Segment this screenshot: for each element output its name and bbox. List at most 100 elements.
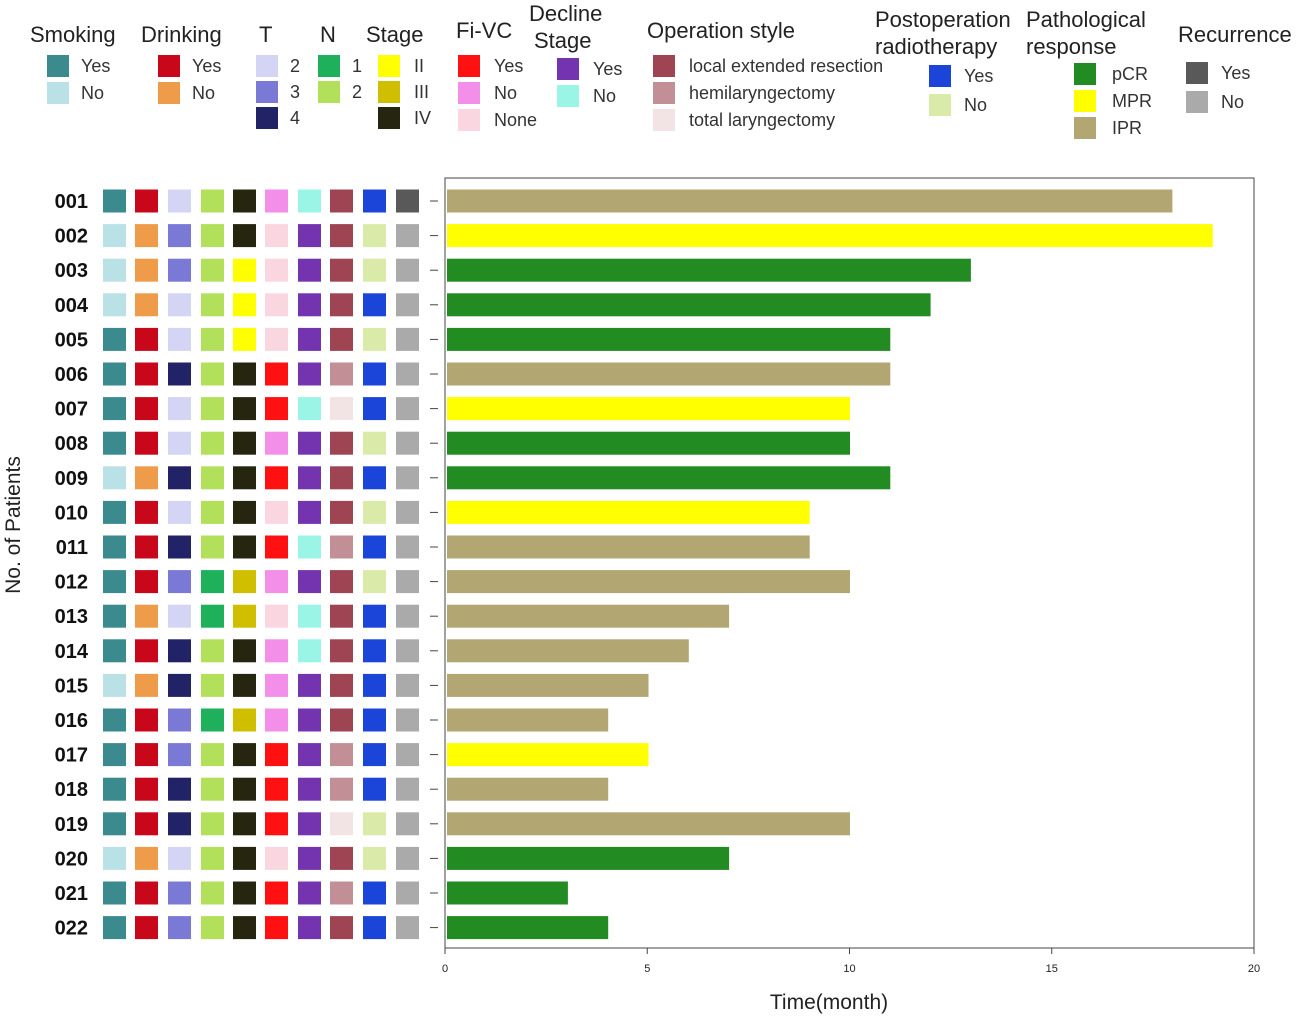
legend-swatch — [47, 82, 69, 104]
patient-label-003: 003 — [55, 260, 88, 282]
tile-018-stage — [233, 777, 256, 801]
patient-label-020: 020 — [55, 848, 88, 870]
legend-title-decline-stage: Decline Stage — [529, 1, 603, 53]
tile-019-decline-stage — [298, 812, 321, 836]
tile-002-smoking — [103, 224, 126, 248]
tile-003-operation-style — [330, 258, 353, 282]
legend-title-postoperation-radiotherapy: Postoperation radiotherapy — [875, 7, 1011, 59]
tile-022-postoperation-radiotherapy — [363, 916, 386, 940]
tile-014-stage — [233, 639, 256, 663]
legend-swatch — [1186, 62, 1208, 84]
tile-010-fi-vc — [265, 500, 288, 524]
legend-label: No — [1221, 92, 1245, 112]
tile-020-postoperation-radiotherapy — [363, 846, 386, 870]
patient-label-007: 007 — [55, 399, 88, 421]
tile-018-t — [168, 777, 191, 801]
tile-022-smoking — [103, 916, 126, 940]
tile-016-fi-vc — [265, 708, 288, 732]
tile-017-fi-vc — [265, 743, 288, 767]
legend-label: Yes — [81, 56, 111, 76]
tile-016-t — [168, 708, 191, 732]
duration-bars — [447, 189, 1213, 940]
tile-008-postoperation-radiotherapy — [363, 431, 386, 455]
tile-012-smoking — [103, 570, 126, 594]
tile-012-postoperation-radiotherapy — [363, 570, 386, 594]
tile-002-n — [201, 224, 224, 248]
tile-007-postoperation-radiotherapy — [363, 397, 386, 421]
patient-label-010: 010 — [55, 502, 88, 524]
tile-020-n — [201, 846, 224, 870]
tile-004-fi-vc — [265, 293, 288, 317]
tile-022-decline-stage — [298, 916, 321, 940]
tile-022-stage — [233, 916, 256, 940]
bar-009 — [447, 466, 891, 490]
patient-label-001: 001 — [55, 191, 88, 213]
tile-006-decline-stage — [298, 362, 321, 386]
tile-008-decline-stage — [298, 431, 321, 455]
tile-021-drinking — [135, 881, 158, 905]
tile-017-stage — [233, 743, 256, 767]
patient-label-021: 021 — [55, 883, 88, 905]
legend-swatch — [158, 82, 180, 104]
tile-006-recurrence — [396, 362, 419, 386]
tile-016-postoperation-radiotherapy — [363, 708, 386, 732]
tile-005-n — [201, 327, 224, 351]
tile-002-stage — [233, 224, 256, 248]
tile-003-fi-vc — [265, 258, 288, 282]
tile-006-operation-style — [330, 362, 353, 386]
bar-005 — [447, 327, 891, 351]
tile-007-n — [201, 397, 224, 421]
legend-swatch — [458, 109, 480, 131]
legend-swatch — [318, 55, 340, 77]
bar-013 — [447, 604, 730, 628]
legend-label: 3 — [290, 82, 301, 102]
tile-001-drinking — [135, 189, 158, 213]
tile-003-decline-stage — [298, 258, 321, 282]
legend-title-fi-vc: Fi-VC — [456, 18, 513, 43]
tile-016-smoking — [103, 708, 126, 732]
tile-021-operation-style — [330, 881, 353, 905]
legend-swatch — [378, 107, 400, 129]
tile-016-n — [201, 708, 224, 732]
tile-020-smoking — [103, 846, 126, 870]
tile-009-fi-vc — [265, 466, 288, 490]
tile-018-drinking — [135, 777, 158, 801]
legend-title-operation-style: Operation style — [647, 18, 795, 43]
tile-011-smoking — [103, 535, 126, 559]
tile-017-n — [201, 743, 224, 767]
legend-swatch — [557, 85, 579, 107]
tile-015-decline-stage — [298, 673, 321, 697]
tile-017-decline-stage — [298, 743, 321, 767]
tile-013-recurrence — [396, 604, 419, 628]
legend-label: Yes — [494, 56, 524, 76]
tile-008-t — [168, 431, 191, 455]
tile-020-stage — [233, 846, 256, 870]
x-tick-label-5: 5 — [644, 963, 650, 975]
patient-label-015: 015 — [55, 675, 88, 697]
tile-015-stage — [233, 673, 256, 697]
tile-021-n — [201, 881, 224, 905]
legend-swatch — [1186, 91, 1208, 113]
tile-001-decline-stage — [298, 189, 321, 213]
tile-007-drinking — [135, 397, 158, 421]
bar-003 — [447, 258, 971, 282]
tile-014-operation-style — [330, 639, 353, 663]
tile-019-stage — [233, 812, 256, 836]
tile-011-fi-vc — [265, 535, 288, 559]
tile-014-drinking — [135, 639, 158, 663]
tile-002-postoperation-radiotherapy — [363, 224, 386, 248]
tile-009-n — [201, 466, 224, 490]
tile-022-t — [168, 916, 191, 940]
tile-021-recurrence — [396, 881, 419, 905]
tile-012-decline-stage — [298, 570, 321, 594]
tile-017-operation-style — [330, 743, 353, 767]
x-tick-label-20: 20 — [1248, 963, 1260, 975]
tile-004-decline-stage — [298, 293, 321, 317]
tile-011-stage — [233, 535, 256, 559]
legend-swatch — [653, 109, 675, 131]
legend-title-pathological-response: Pathological response — [1026, 7, 1146, 59]
tile-001-fi-vc — [265, 189, 288, 213]
tile-004-postoperation-radiotherapy — [363, 293, 386, 317]
bar-022 — [447, 916, 609, 940]
tile-010-stage — [233, 500, 256, 524]
